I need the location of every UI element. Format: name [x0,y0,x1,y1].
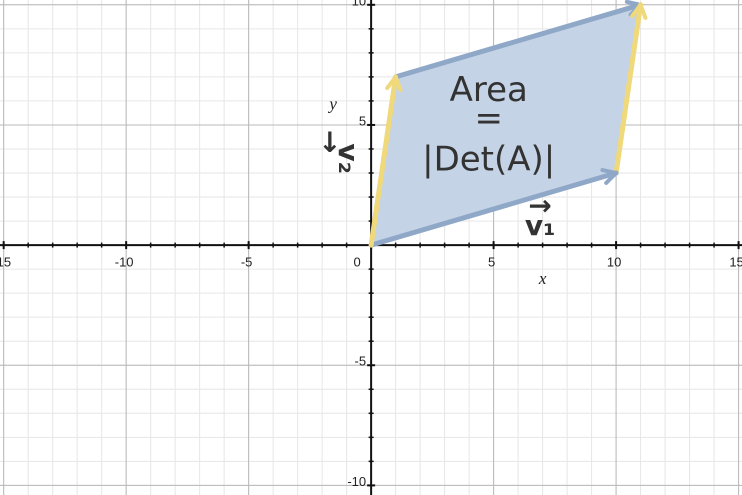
annotation: = [474,99,503,139]
x-axis-label: x [538,269,547,288]
annotation: |Det(A)| [422,139,555,179]
x-tick-label: -10 [115,255,134,270]
y-tick-label: -5 [355,354,367,369]
arrow-head [604,171,619,185]
x-tick-label: -15 [0,255,11,270]
y-tick-label: 10 [352,0,366,8]
x-tick-label: -5 [241,255,253,270]
x-tick-label: 15 [729,255,742,270]
arrow-shaft [393,2,644,80]
x-tick-label: 5 [488,255,495,270]
arrow-shaft [613,2,644,176]
arrow-shaft [368,170,619,248]
x-tick-label: 0 [354,255,361,270]
annotation: Area [450,70,528,110]
vector-label: v₁ [525,209,556,242]
y-tick-label: 5 [359,113,366,128]
y-axis-label: y [327,95,337,114]
vector-arrow-mark: → [314,130,347,153]
parallelogram [371,4,641,246]
vector-arrow-mark: → [528,189,551,222]
y-tick-label: -10 [347,474,366,489]
arrow-head [393,74,403,93]
vector-copy [613,2,648,176]
vector [368,168,619,248]
vector [368,74,403,248]
arrow-head [638,2,648,20]
vector-label: v₂ [332,143,365,174]
x-tick-label: 10 [607,255,621,270]
arrow-shaft [368,74,399,248]
